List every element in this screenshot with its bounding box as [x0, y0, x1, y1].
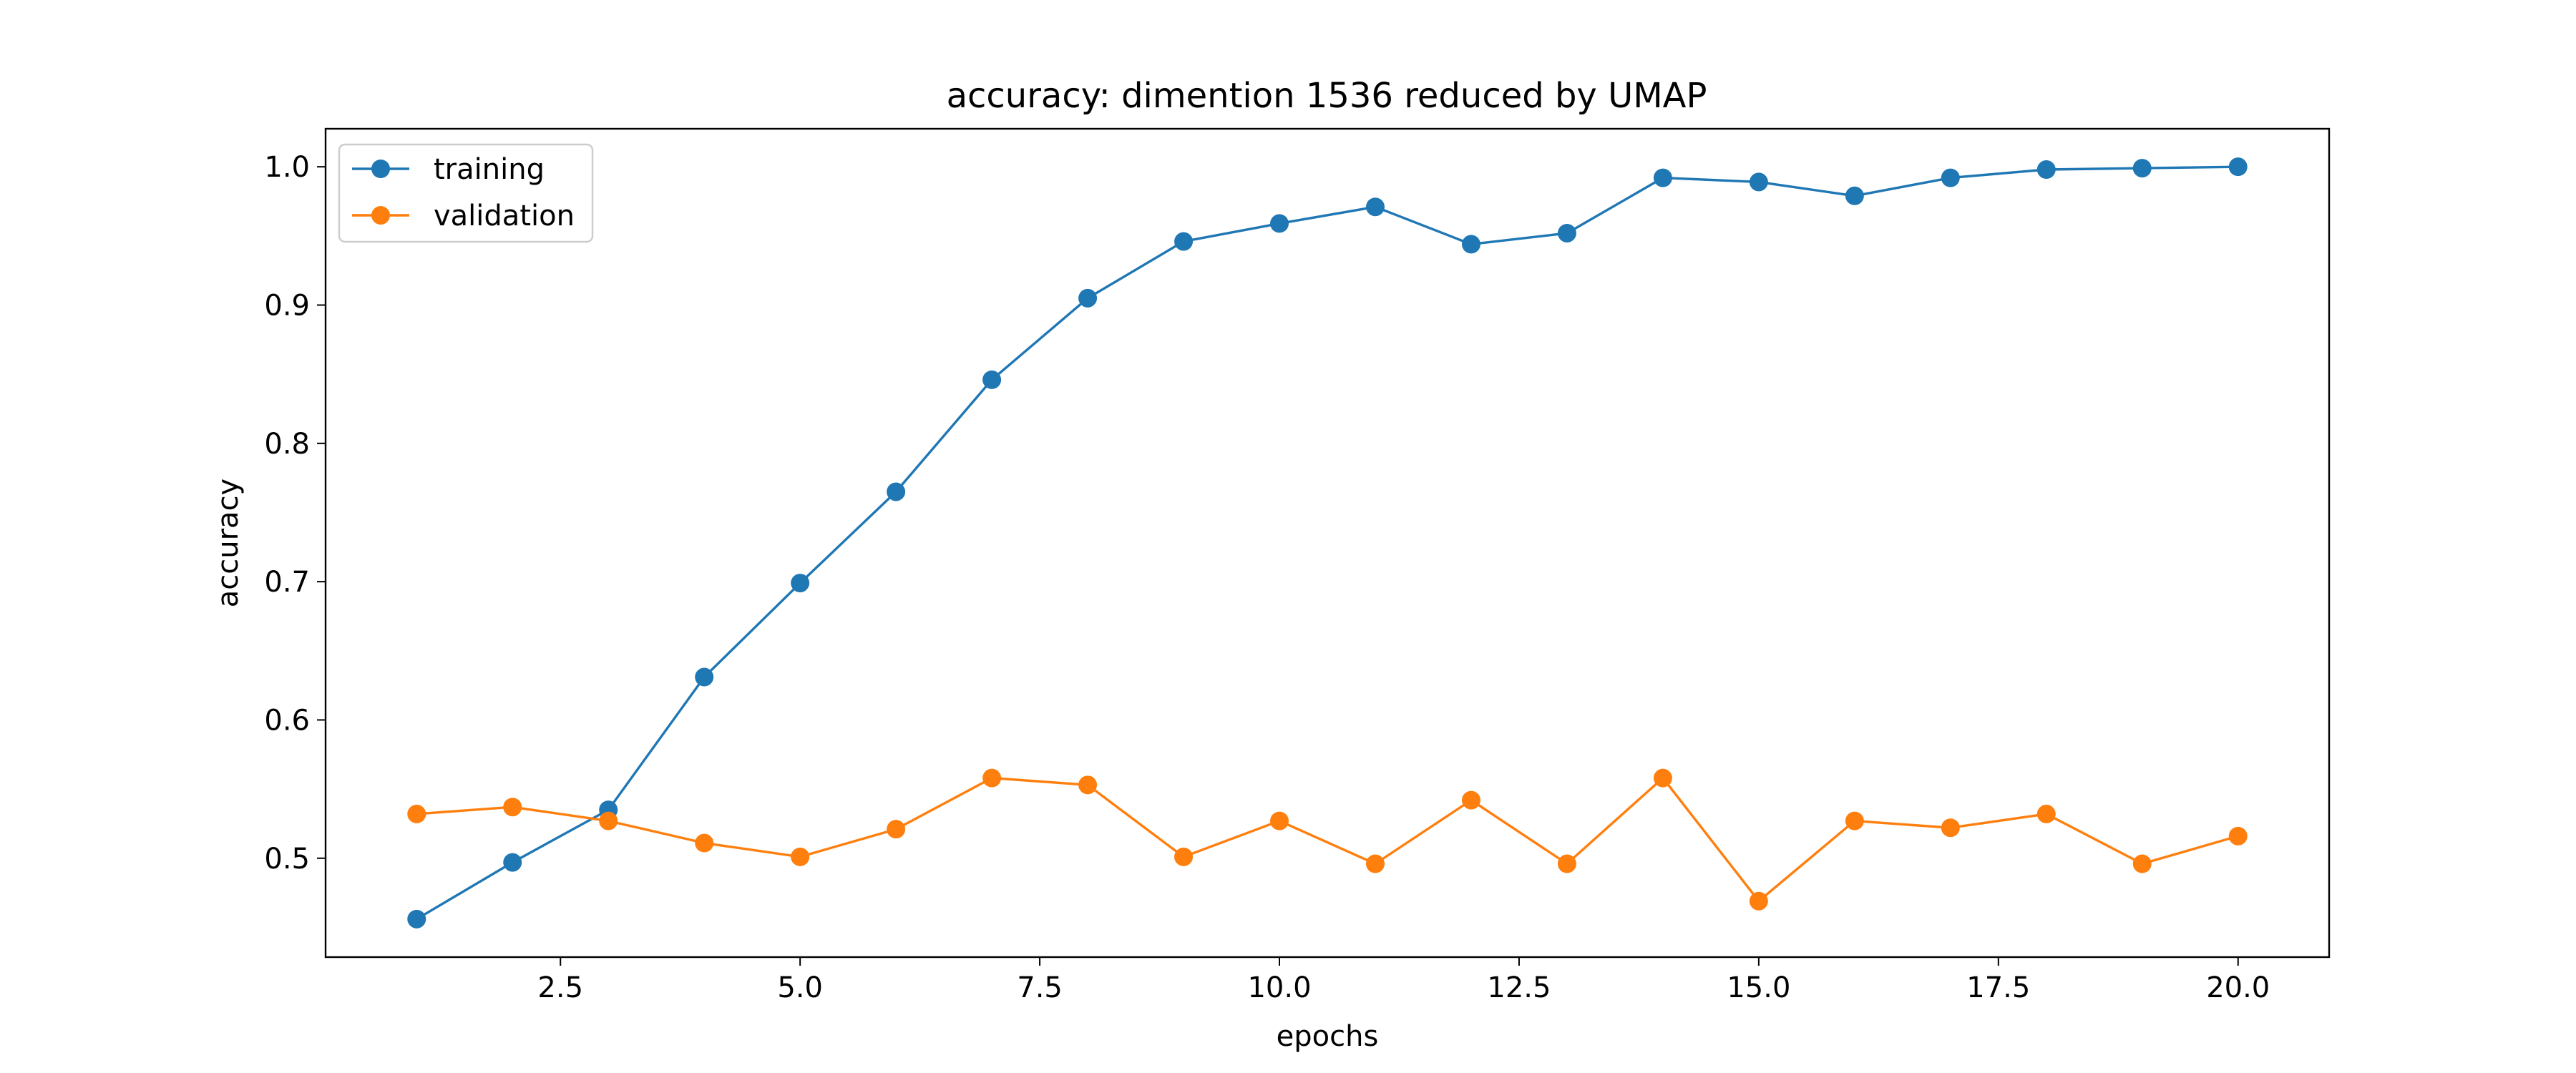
data-point-training [1461, 235, 1480, 254]
data-point-training [887, 482, 906, 501]
data-point-training [791, 574, 810, 593]
data-point-training [1749, 172, 1768, 192]
data-point-validation [1845, 811, 1864, 831]
data-point-validation [982, 768, 1002, 788]
data-point-training [2228, 157, 2248, 177]
data-point-training [1174, 232, 1194, 251]
legend-label-training: training [434, 153, 545, 186]
y-axis: 0.5 0.6 0.7 0.8 0.9 1.0 [264, 151, 326, 876]
data-point-validation [1941, 818, 1960, 838]
data-point-training [2036, 160, 2056, 180]
data-point-training [1270, 214, 1289, 233]
data-point-training [2132, 159, 2152, 178]
y-tick-label: 0.9 [264, 289, 310, 322]
data-point-validation [2132, 854, 2152, 873]
data-point-validation [1557, 854, 1576, 873]
data-point-training [503, 853, 522, 872]
x-tick-label: 12.5 [1487, 971, 1551, 1004]
data-point-validation [2036, 804, 2056, 823]
plot-area [407, 157, 2248, 929]
data-point-validation [407, 804, 426, 823]
y-tick-label: 1.0 [264, 151, 310, 184]
data-point-validation [1653, 768, 1672, 788]
x-tick-label: 15.0 [1727, 971, 1790, 1004]
data-point-validation [1365, 854, 1385, 873]
data-point-training [1845, 186, 1864, 205]
data-point-training [1078, 288, 1098, 308]
legend-marker-training [371, 160, 390, 178]
y-tick-label: 0.6 [264, 704, 310, 737]
series-line-validation [416, 776, 2239, 903]
legend-marker-validation [371, 206, 390, 225]
data-point-validation [1461, 790, 1480, 810]
axes-frame [324, 127, 2331, 959]
x-tick-label: 20.0 [2206, 971, 2270, 1004]
data-point-validation [1078, 775, 1098, 795]
x-tick-label: 17.5 [1966, 971, 2030, 1004]
x-tick-label: 7.5 [1017, 971, 1063, 1004]
legend-label-validation: validation [434, 200, 575, 232]
x-axis: 2.5 5.0 7.5 10.0 12.5 15.0 17.5 20.0 [537, 957, 2270, 1004]
data-point-validation [1749, 891, 1768, 911]
data-point-training [1653, 168, 1672, 187]
x-tick-label: 5.0 [777, 971, 823, 1004]
data-point-training [1557, 223, 1576, 242]
chart-title: accuracy: dimention 1536 reduced by UMAP [947, 76, 1707, 116]
x-tick-label: 2.5 [537, 971, 583, 1004]
data-point-training [695, 667, 714, 687]
data-point-training [1941, 168, 1960, 187]
data-point-training [1365, 197, 1385, 217]
data-point-validation [887, 820, 906, 839]
y-tick-label: 0.8 [264, 428, 310, 461]
data-point-validation [599, 811, 618, 831]
x-tick-label: 10.0 [1247, 971, 1311, 1004]
x-axis-label: epochs [1277, 1020, 1379, 1053]
data-point-training [407, 909, 426, 929]
data-point-validation [695, 833, 714, 853]
data-point-validation [1174, 847, 1194, 866]
data-point-training [982, 370, 1002, 389]
data-point-validation [503, 798, 522, 817]
legend: training validation [338, 143, 594, 243]
data-point-validation [1270, 811, 1289, 831]
data-point-validation [791, 847, 810, 866]
series-line-training [416, 165, 2238, 921]
y-tick-label: 0.7 [264, 566, 310, 599]
y-tick-label: 0.5 [264, 843, 310, 876]
y-axis-label: accuracy [212, 479, 245, 607]
data-point-validation [2228, 826, 2248, 846]
